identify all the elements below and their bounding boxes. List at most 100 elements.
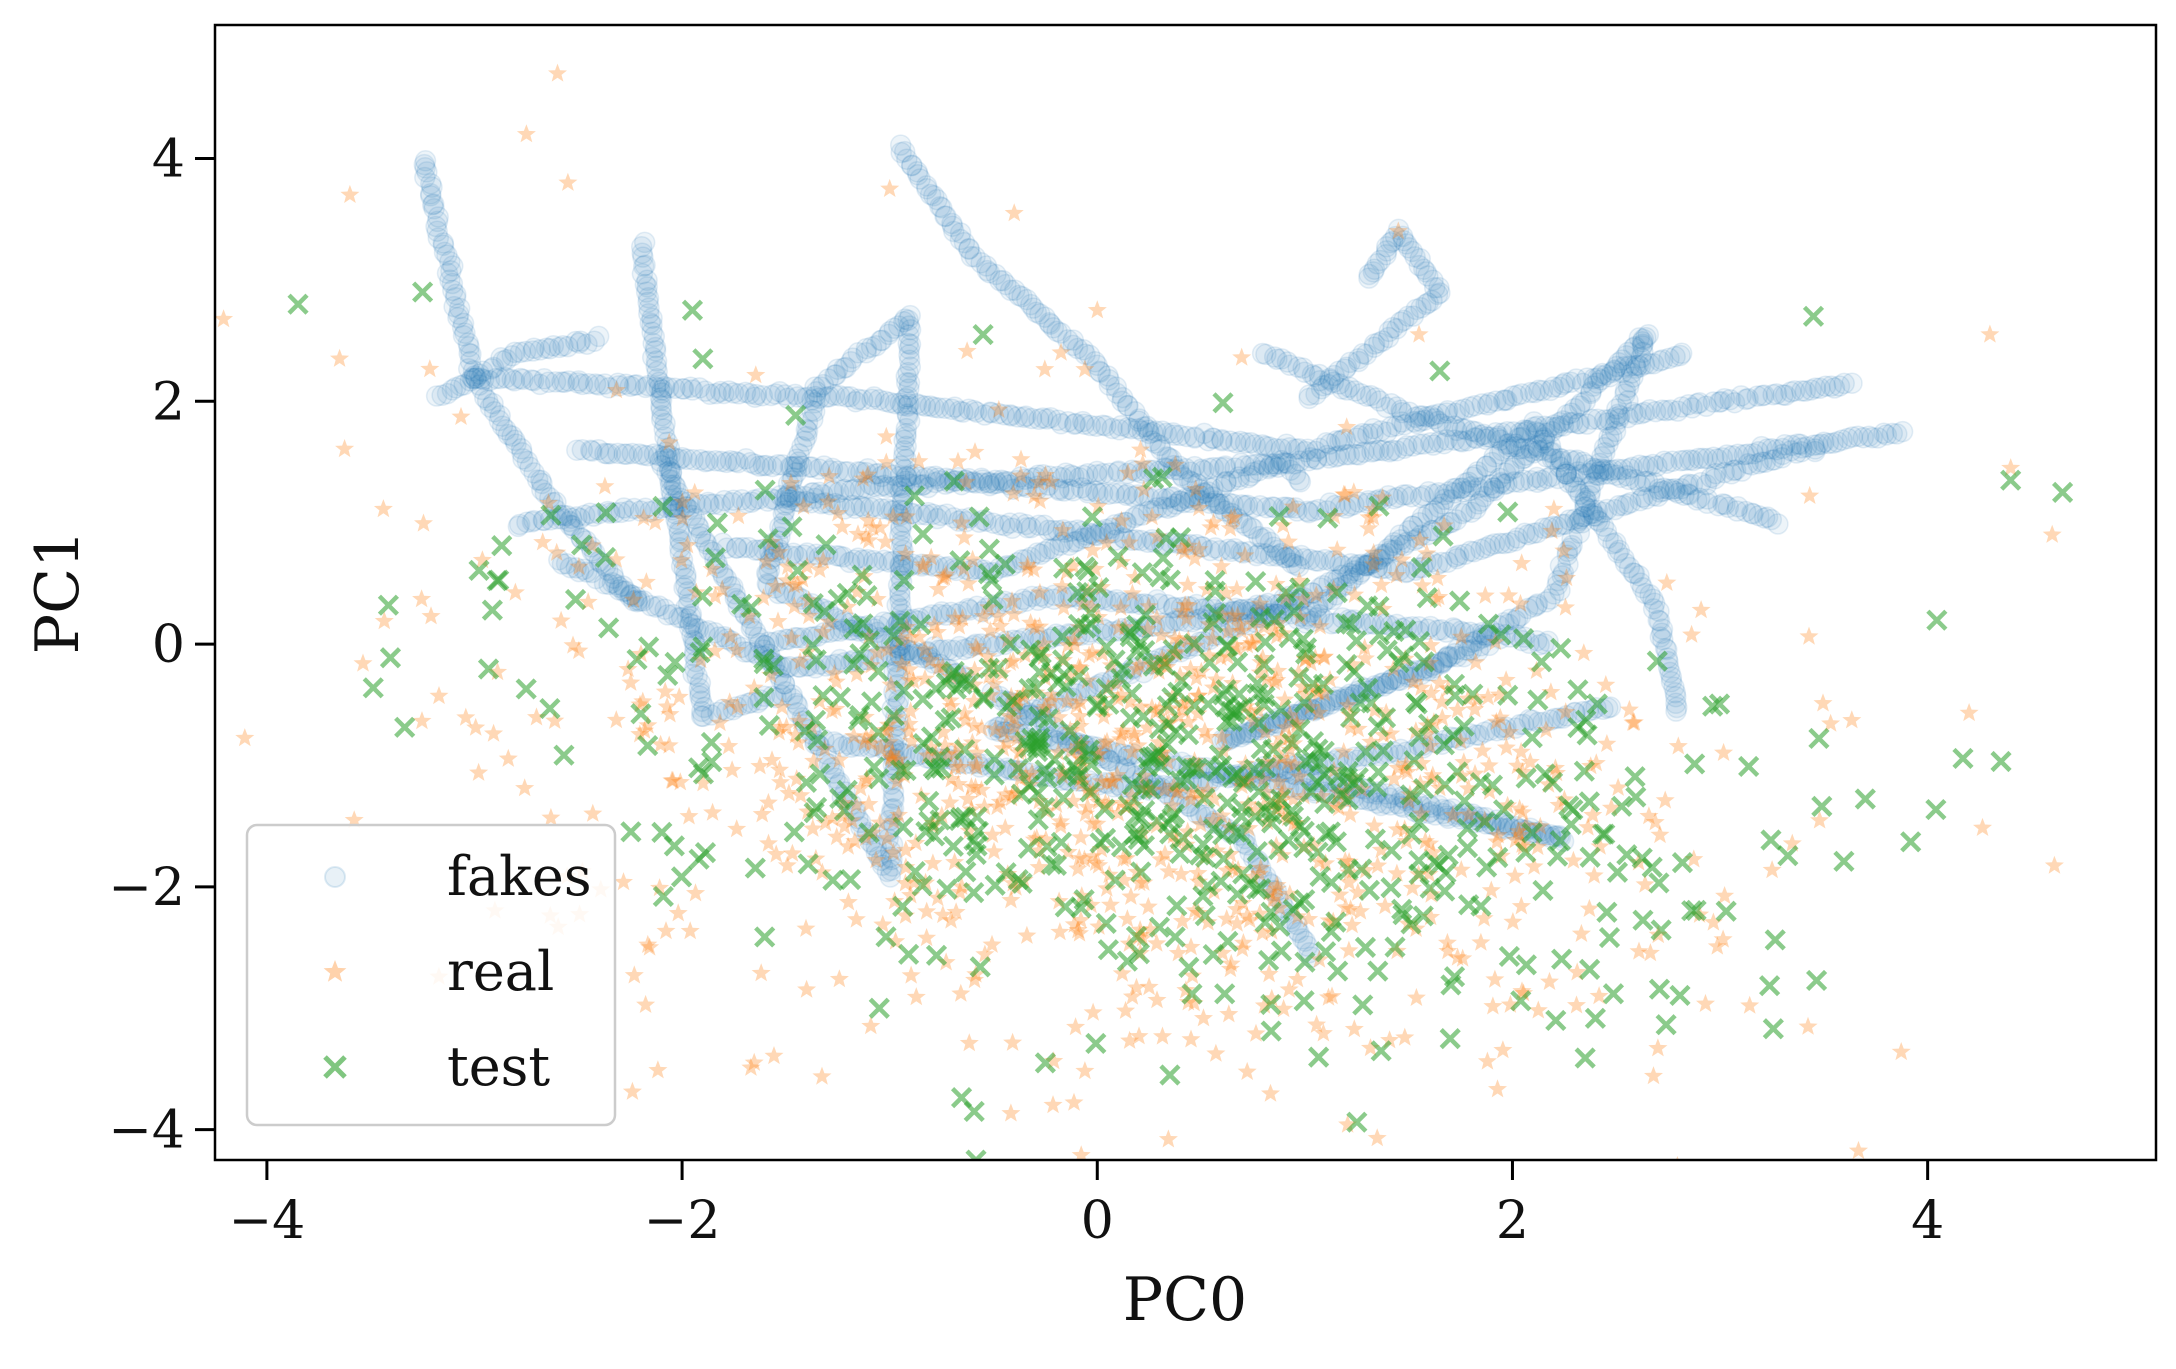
point-test — [1576, 1049, 1594, 1067]
point-test — [824, 871, 842, 889]
point-real — [1395, 1028, 1414, 1046]
x-tick-label: 4 — [1911, 1191, 1944, 1251]
point-test — [1252, 740, 1270, 758]
point-real — [1476, 586, 1495, 604]
point-real — [533, 532, 552, 550]
point-real — [797, 980, 816, 998]
point-test — [1478, 858, 1496, 876]
point-real — [1182, 1030, 1201, 1048]
point-real — [499, 749, 518, 767]
point-real — [1567, 995, 1586, 1013]
point-test — [965, 884, 983, 902]
point-real — [1574, 643, 1593, 661]
point-real — [880, 179, 899, 197]
point-test — [900, 945, 918, 963]
point-real — [541, 808, 560, 826]
point-test — [2054, 483, 2072, 501]
point-fakes — [1666, 701, 1686, 721]
point-real — [960, 1033, 979, 1051]
point-real — [354, 654, 373, 672]
point-real — [1206, 1044, 1225, 1062]
point-real — [1410, 325, 1429, 343]
point-real — [1657, 573, 1676, 591]
point-real — [1084, 1003, 1103, 1021]
point-test — [1161, 1066, 1179, 1084]
point-real — [330, 349, 349, 367]
point-test — [1581, 848, 1599, 866]
point-real — [680, 806, 699, 824]
point-test — [1329, 962, 1347, 980]
point-real — [623, 1082, 642, 1100]
point-real — [1148, 990, 1167, 1008]
point-real — [636, 995, 655, 1013]
point-real — [1580, 899, 1599, 917]
point-test — [1992, 753, 2010, 771]
point-fakes — [1893, 422, 1913, 442]
point-test — [756, 928, 774, 946]
point-real — [614, 872, 633, 890]
point-real — [1821, 714, 1840, 732]
point-real — [1715, 886, 1734, 904]
point-test — [1441, 1030, 1459, 1048]
point-real — [607, 710, 626, 728]
point-test — [1348, 632, 1366, 650]
point-test — [1804, 307, 1822, 325]
point-real — [1121, 887, 1140, 905]
point-fakes — [1768, 514, 1788, 534]
point-real — [1799, 1017, 1818, 1035]
point-test — [1598, 903, 1616, 921]
point-real — [1773, 1187, 1792, 1205]
point-test — [289, 295, 307, 313]
point-test — [920, 792, 938, 810]
point-real — [1116, 1001, 1135, 1019]
point-real — [681, 921, 700, 939]
point-real — [469, 763, 488, 781]
point-test — [600, 619, 618, 637]
point-real — [1551, 1242, 1570, 1260]
y-tick-label: 2 — [152, 372, 185, 432]
point-real — [1567, 1223, 1586, 1241]
point-test — [1671, 986, 1689, 1004]
point-real — [1714, 743, 1733, 761]
point-real — [1960, 703, 1979, 721]
point-test — [381, 649, 399, 667]
point-real — [412, 589, 431, 607]
point-test — [364, 679, 382, 697]
point-real — [1471, 933, 1490, 951]
point-real — [1800, 486, 1819, 504]
point-real — [1609, 778, 1628, 796]
point-test — [1835, 852, 1853, 870]
y-tick-label: −2 — [108, 858, 185, 918]
point-real — [1127, 978, 1146, 996]
point-real — [1648, 1038, 1667, 1056]
point-real — [1139, 897, 1158, 915]
point-real — [727, 819, 746, 837]
point-real — [1368, 1128, 1387, 1146]
point-real — [335, 439, 354, 457]
point-test — [1808, 971, 1826, 989]
point-real — [902, 966, 921, 984]
point-test — [1431, 362, 1449, 380]
point-real — [506, 583, 525, 601]
point-real — [1564, 851, 1583, 869]
point-test — [490, 571, 508, 589]
point-real — [1585, 866, 1604, 884]
point-real — [1644, 1066, 1663, 1084]
point-test — [944, 837, 962, 855]
point-real — [1075, 1061, 1094, 1079]
point-real — [1238, 1062, 1257, 1080]
point-real — [719, 736, 738, 754]
point-real — [847, 910, 866, 928]
point-test — [555, 746, 573, 764]
point-real — [877, 427, 896, 445]
point-test — [1927, 801, 1945, 819]
point-test — [541, 700, 559, 718]
point-real — [1101, 895, 1120, 913]
point-real — [1285, 1167, 1304, 1185]
point-test — [1451, 592, 1469, 610]
point-test — [1168, 897, 1186, 915]
point-test — [870, 999, 888, 1017]
point-test — [639, 737, 657, 755]
point-real — [1080, 645, 1099, 663]
point-test — [1295, 992, 1313, 1010]
